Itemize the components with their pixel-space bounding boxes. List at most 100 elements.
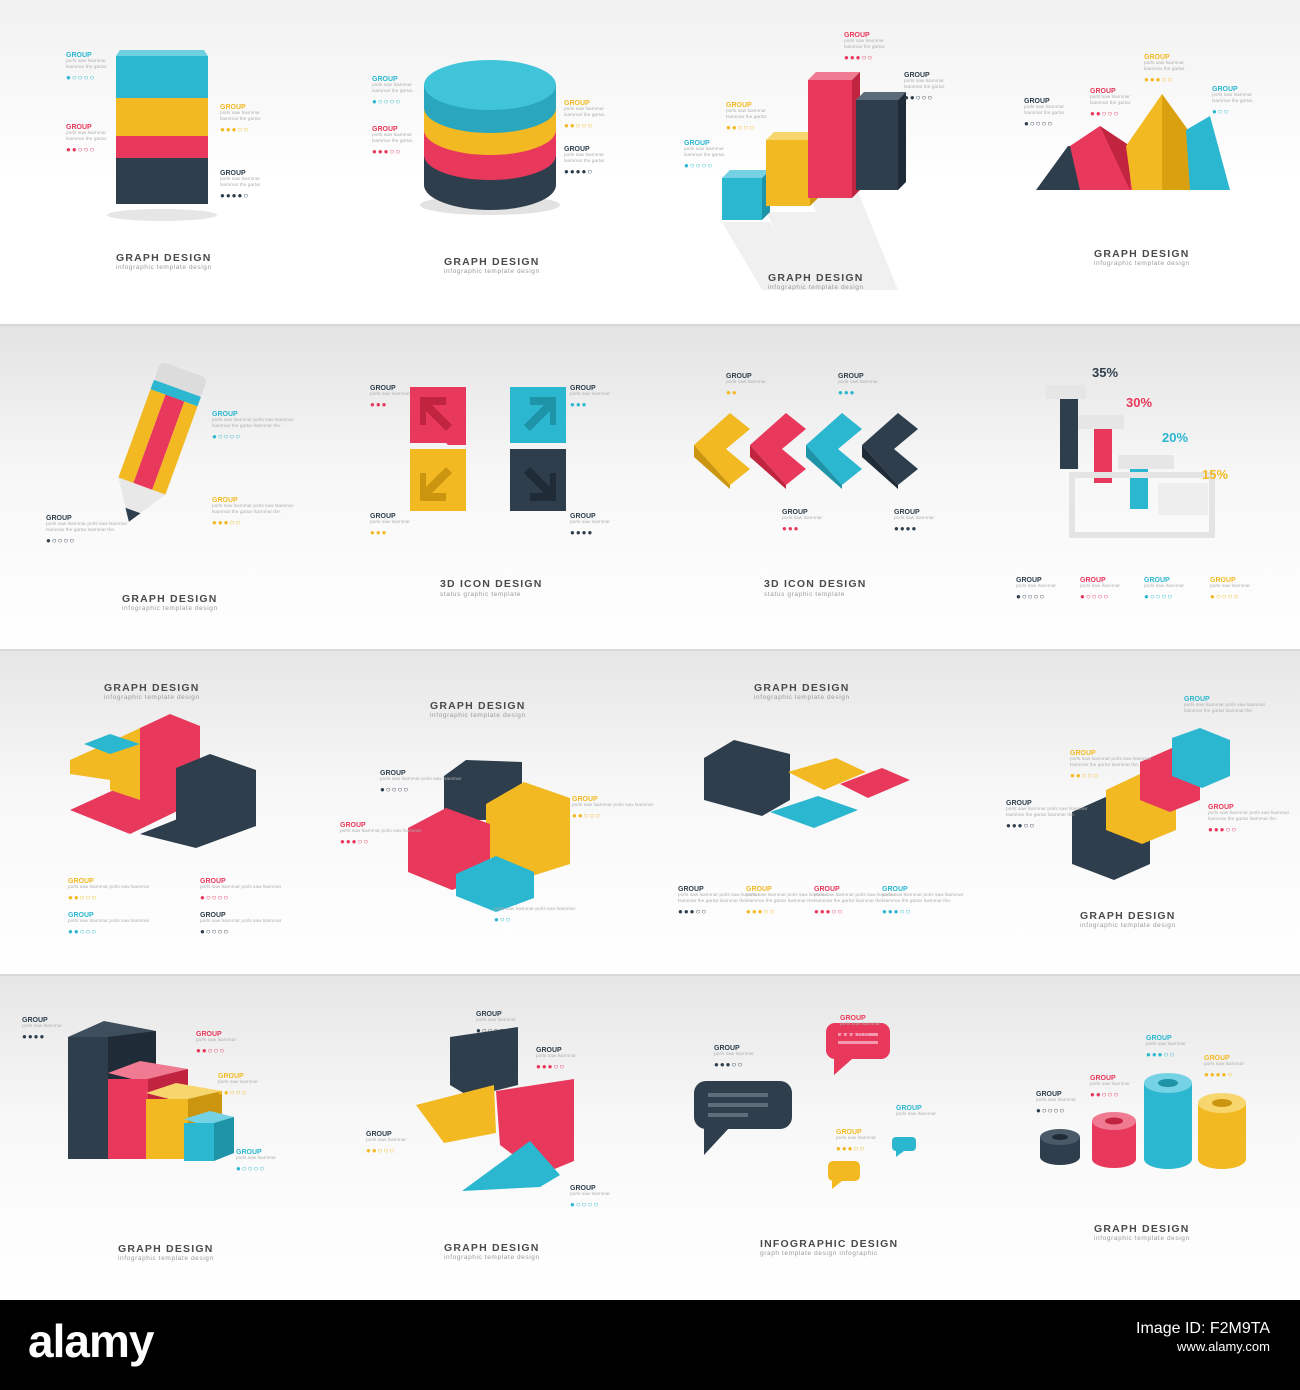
percent-label: 35% bbox=[1092, 365, 1119, 380]
group-label: GROUP porls saw lsammar ●●● bbox=[782, 509, 822, 533]
site-url[interactable]: www.alamy.com bbox=[1177, 1339, 1270, 1354]
group-label: GROUP porls saw lsammar porls saw lsammar… bbox=[340, 822, 422, 846]
cylinder-stack-graphic bbox=[420, 60, 560, 215]
stacked-tower-graphic bbox=[107, 50, 217, 221]
group-label: GROUP porls saw lsammar bbox=[896, 1105, 936, 1117]
caption-subtitle: infographic template design bbox=[116, 264, 212, 271]
caption-subtitle: infographic template design bbox=[1080, 922, 1176, 929]
group-label: GROUP porls saw lsammar ●●● bbox=[370, 385, 410, 409]
group-label: GROUP porls saw lsammar ●○○○○ bbox=[1036, 1091, 1076, 1115]
alamy-logo[interactable]: alamy bbox=[28, 1315, 154, 1367]
group-label: GROUP porls saw lsammar porls saw lsammar… bbox=[572, 796, 654, 820]
row-3-graphics bbox=[70, 714, 1230, 912]
cylinders-graphic bbox=[1040, 1073, 1246, 1169]
image-id-block: Image ID: F2M9TA www.alamy.com bbox=[1136, 1320, 1270, 1356]
group-label: GROUP porls saw lsammar lsammar the gartar… bbox=[372, 76, 414, 106]
group-label: GROUP porls saw lsammar ●●●○○ bbox=[836, 1129, 876, 1153]
group-label: GROUP porls saw lsammar ●●○○○ bbox=[218, 1073, 258, 1097]
group-label: GROUP porls saw lsammar ●●● bbox=[370, 513, 410, 537]
caption-title: 3D ICON DESIGN bbox=[440, 578, 543, 590]
group-label: GROUP porls saw lsammar lsammar the gartar… bbox=[1090, 88, 1132, 118]
group-label: GROUP porls saw lsammar ●●●○○ bbox=[840, 1015, 880, 1039]
caption-subtitle: infographic template design bbox=[1094, 260, 1190, 267]
group-label: GROUP porls saw lsammar ●●○○○ bbox=[196, 1031, 236, 1055]
group-label: GROUP porls saw lsammar ●●●○○ bbox=[536, 1047, 576, 1071]
group-label: GROUP porls saw lsammar porls saw lsammar… bbox=[814, 886, 896, 916]
panel-row-3: GRAPH DESIGN infographic template design… bbox=[0, 650, 1300, 975]
pencil-graphic bbox=[118, 362, 207, 522]
stepped-blocks-graphic bbox=[1072, 728, 1230, 880]
row-2-graphics bbox=[118, 362, 1215, 538]
group-label: GROUP porls saw lsammar ●●●○○ bbox=[1146, 1035, 1186, 1059]
caption-title: INFOGRAPHIC DESIGN bbox=[760, 1238, 899, 1250]
row-divider bbox=[0, 974, 1300, 976]
group-label: GROUP porls saw lsammar porls saw lsammar… bbox=[1006, 800, 1088, 830]
group-label: GROUP porls saw lsammar porls saw lsammar… bbox=[212, 411, 294, 441]
group-label: GROUP porls saw lsammar porls saw lsammar… bbox=[380, 770, 462, 794]
caption-subtitle: infographic template design bbox=[444, 268, 540, 275]
group-label: GROUP porls saw lsammar porls saw lsammar… bbox=[1208, 804, 1290, 834]
group-label: GROUP porls saw lsammar porls saw lsammar… bbox=[200, 878, 282, 902]
group-label: GROUP porls saw lsammar ●●○○○ bbox=[366, 1131, 406, 1155]
group-label: GROUP porls saw lsammar porls saw lsammar… bbox=[212, 497, 294, 527]
group-label: GROUP porls saw lsammar ●●●● bbox=[22, 1017, 62, 1041]
caption-title: GRAPH DESIGN bbox=[1094, 1223, 1190, 1235]
group-label: GROUP porls saw lsammar porls saw lsammar… bbox=[1070, 750, 1152, 780]
group-label: GROUP porls saw lsammar lsammar the gartar… bbox=[220, 170, 262, 200]
stock-footer-bar: alamy Image ID: F2M9TA www.alamy.com bbox=[0, 1300, 1300, 1390]
caption-subtitle: infographic template design bbox=[768, 284, 864, 291]
percent-label: 20% bbox=[1162, 430, 1189, 445]
group-label: GROUP porls saw lsammar ●○○○○ bbox=[476, 1011, 516, 1035]
group-label: GROUP porls saw lsammar porls saw lsammar… bbox=[678, 886, 760, 916]
percent-label: 30% bbox=[1126, 395, 1153, 410]
group-label: GROUP porls saw lsammar lsammar the gartar… bbox=[66, 124, 108, 154]
group-label: GROUP porls saw lsammar lsammar the gartar… bbox=[220, 104, 262, 134]
caption-title: GRAPH DESIGN bbox=[1080, 910, 1176, 922]
pyramid-pieces-graphic bbox=[416, 1027, 574, 1191]
caption-subtitle: status graphic template bbox=[440, 591, 522, 598]
group-label: GROUP porls saw lsammar ●●●● bbox=[570, 513, 610, 537]
group-label: GROUP porls saw lsammar porls saw lsammar… bbox=[68, 912, 150, 936]
caption-title: GRAPH DESIGN bbox=[116, 252, 212, 264]
group-label: GROUP porls saw lsammar ●○○○○ bbox=[570, 1185, 610, 1209]
caption-subtitle: infographic template design bbox=[444, 1254, 540, 1261]
arrows-grid-graphic bbox=[410, 387, 566, 511]
group-label: GROUP porls saw lsammar porls saw lsammar… bbox=[494, 900, 576, 924]
chevrons-graphic bbox=[694, 413, 918, 489]
panel-row-2: 35% 30% 20% 15% GRAPH DESIGN infographic… bbox=[0, 325, 1300, 650]
row-1-graphics bbox=[107, 50, 1230, 290]
group-label: GROUP porls saw lsammar lsammar the gartar… bbox=[1212, 86, 1254, 116]
caption-title: GRAPH DESIGN bbox=[1094, 248, 1190, 260]
caption-subtitle: infographic template design bbox=[430, 712, 526, 719]
caption-title: GRAPH DESIGN bbox=[444, 256, 540, 268]
group-label: GROUP porls saw lsammar ●● bbox=[726, 373, 766, 397]
caption-title: GRAPH DESIGN bbox=[122, 593, 218, 605]
bar-chart-graphic bbox=[722, 72, 906, 290]
group-label: GROUP porls saw lsammar porls saw lsammar… bbox=[1184, 696, 1266, 714]
caption-subtitle: infographic template design bbox=[1094, 1235, 1190, 1242]
row-divider bbox=[0, 324, 1300, 326]
group-label: GROUP porls saw lsammar ●○○○○ bbox=[236, 1149, 276, 1173]
caption-title: GRAPH DESIGN bbox=[118, 1243, 214, 1255]
caption-subtitle: infographic template design bbox=[104, 694, 200, 701]
group-label: GROUP porls saw lsammar porls saw lsammar… bbox=[68, 878, 150, 902]
group-label: GROUP porls saw lsammar ●●●●○ bbox=[1204, 1055, 1244, 1079]
mountain-chart-graphic bbox=[1036, 94, 1230, 190]
group-label: GROUP porls saw lsammar porls saw lsammar… bbox=[200, 912, 282, 936]
group-label: GROUP porls saw lsammar lsammar the gartar… bbox=[66, 52, 108, 82]
caption-subtitle: infographic template design bbox=[122, 605, 218, 612]
row-divider bbox=[0, 649, 1300, 651]
percent-label: 15% bbox=[1202, 467, 1229, 482]
caption-title: GRAPH DESIGN bbox=[430, 700, 526, 712]
group-label: GROUP porls saw lsammar ●○○○○ bbox=[1144, 577, 1184, 601]
panel-row-4: GRAPH DESIGN infographic template design… bbox=[0, 975, 1300, 1300]
group-label: GROUP porls saw lsammar lsammar the gartar… bbox=[726, 102, 768, 132]
isometric-blocks-graphic-1 bbox=[70, 714, 256, 848]
group-label: GROUP porls saw lsammar ●○○○○ bbox=[1080, 577, 1120, 601]
image-id: Image ID: F2M9TA bbox=[1136, 1320, 1270, 1337]
group-label: GROUP porls saw lsammar ●○○○○ bbox=[1016, 577, 1056, 601]
caption-title: GRAPH DESIGN bbox=[768, 272, 864, 284]
group-label: GROUP porls saw lsammar ●●● bbox=[838, 373, 878, 397]
caption-subtitle: infographic template design bbox=[118, 1255, 214, 1262]
group-label: GROUP porls saw lsammar ●●● bbox=[570, 385, 610, 409]
